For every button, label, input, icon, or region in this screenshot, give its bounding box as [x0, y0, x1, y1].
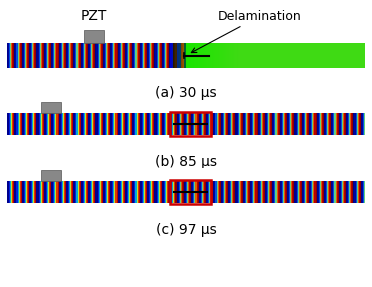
- Text: (b) 85 μs: (b) 85 μs: [155, 155, 217, 169]
- Bar: [41, 102, 61, 113]
- Text: Delamination: Delamination: [191, 9, 302, 53]
- Text: (a) 30 μs: (a) 30 μs: [155, 86, 217, 100]
- Bar: [41, 170, 61, 181]
- Text: (c) 97 μs: (c) 97 μs: [155, 223, 217, 237]
- Bar: [84, 30, 104, 43]
- Bar: [170, 112, 211, 136]
- Bar: [170, 180, 211, 204]
- Text: PZT: PZT: [81, 9, 107, 23]
